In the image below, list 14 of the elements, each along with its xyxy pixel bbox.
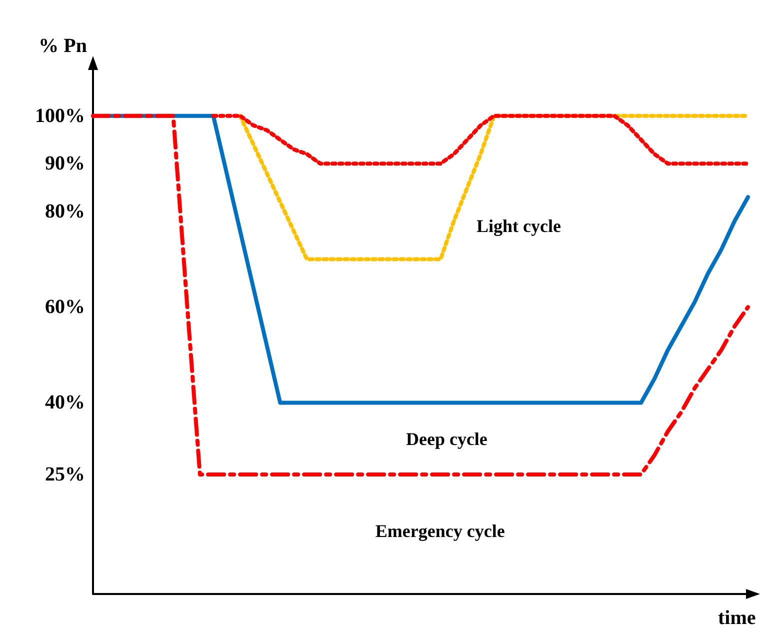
annotation: Emergency cycle <box>375 520 505 541</box>
y-tick-label: 90% <box>45 152 85 175</box>
line-series <box>238 114 750 262</box>
annotation: Deep cycle <box>406 428 488 449</box>
y-tick-label: 100% <box>35 104 85 127</box>
annotation: Light cycle <box>476 216 561 236</box>
y-axis-title: % Pn <box>38 35 87 57</box>
y-tick-label: 40% <box>45 392 85 414</box>
x-axis-title: time <box>718 607 756 629</box>
y-tick-label: 80% <box>45 200 85 222</box>
line-series <box>91 114 750 476</box>
line-series <box>211 114 750 166</box>
y-tick-label: 25% <box>45 463 85 486</box>
y-tick-label: 60% <box>45 296 85 318</box>
